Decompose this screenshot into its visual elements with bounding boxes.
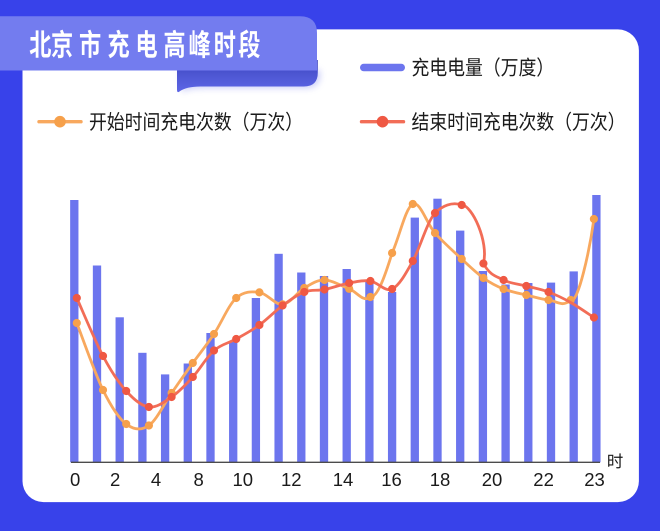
svg-text:16: 16 bbox=[381, 469, 402, 490]
svg-text:0: 0 bbox=[70, 469, 80, 490]
svg-text:2: 2 bbox=[110, 469, 120, 490]
svg-text:14: 14 bbox=[333, 469, 354, 490]
svg-text:18: 18 bbox=[430, 469, 451, 490]
svg-text:10: 10 bbox=[233, 469, 254, 490]
svg-text:12: 12 bbox=[281, 469, 302, 490]
svg-text:22: 22 bbox=[533, 469, 554, 490]
svg-text:23: 23 bbox=[584, 469, 605, 490]
svg-text:20: 20 bbox=[482, 469, 503, 490]
svg-text:4: 4 bbox=[151, 469, 161, 490]
svg-text:8: 8 bbox=[193, 469, 203, 490]
